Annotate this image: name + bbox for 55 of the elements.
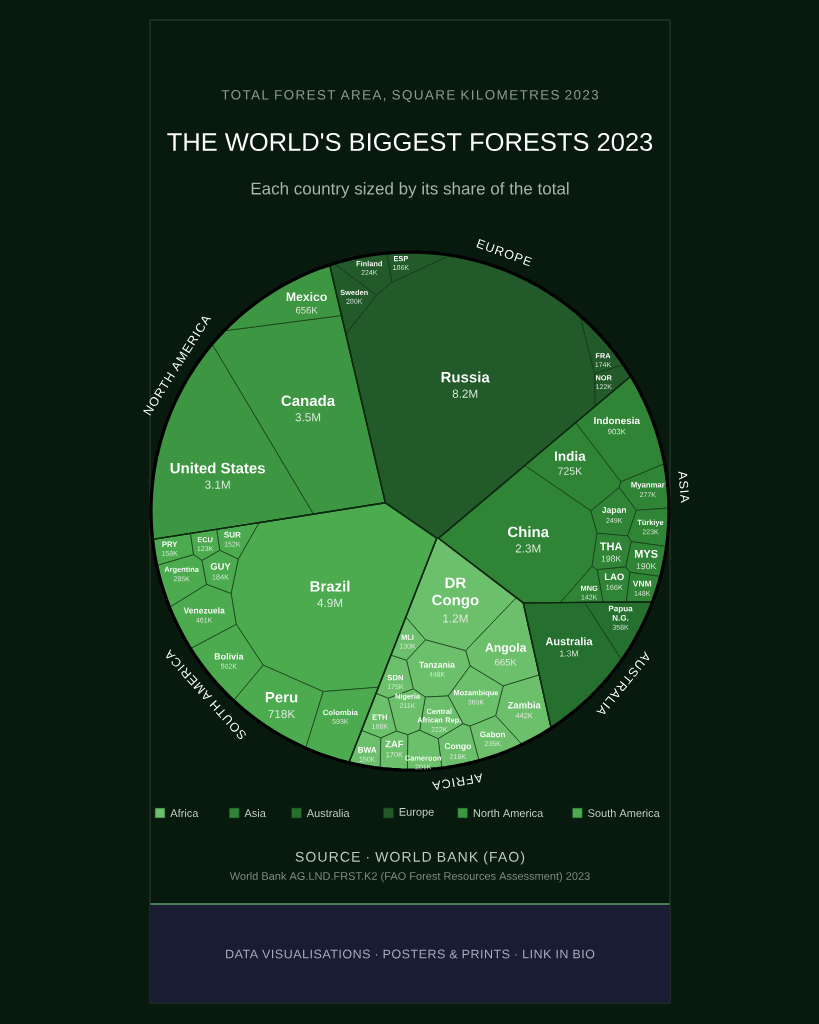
- data-label: 718K: [268, 709, 296, 719]
- legend-label: Australia: [306, 808, 350, 818]
- category-label: SUR: [224, 531, 241, 538]
- legend-label: North America: [473, 808, 544, 818]
- category-label: Australia: [545, 637, 593, 646]
- category-label: Canada: [281, 395, 336, 407]
- data-label: 190K: [636, 563, 657, 570]
- category-label: Russia: [441, 371, 490, 383]
- category-label: Gabon: [480, 731, 505, 738]
- data-label: 656K: [295, 306, 318, 314]
- legend-label: Europe: [399, 808, 434, 818]
- category-label: Tanzania: [419, 661, 455, 668]
- category-label: LAO: [604, 573, 624, 581]
- category-label: GUY: [210, 563, 231, 570]
- category-label: Zambia: [507, 701, 541, 709]
- category-label: Brazil: [310, 580, 350, 592]
- category-label: Mexico: [286, 292, 327, 302]
- data-label: 1.3M: [560, 650, 578, 657]
- category-label: Indonesia: [594, 416, 641, 425]
- legend-label: South America: [588, 808, 660, 818]
- category-label: BWA: [358, 747, 377, 753]
- text: TOTAL FOREST AREA, SQUARE KILOMETRES 2023: [221, 90, 599, 102]
- data-label: 665K: [495, 658, 517, 666]
- category-label: Peru: [265, 692, 298, 703]
- data-label: 3.5M: [295, 413, 321, 422]
- data-label: 4.9M: [317, 598, 343, 607]
- category-label: THA: [599, 542, 623, 551]
- data-label: 3.1M: [205, 480, 230, 489]
- category-label: United States: [170, 462, 265, 474]
- data-label: 8.2M: [452, 389, 478, 398]
- data-label: 1.2M: [443, 614, 468, 623]
- data-label: 198K: [601, 555, 622, 562]
- category-label: MYS: [634, 549, 658, 558]
- category-label: Congo: [444, 743, 472, 751]
- category-label: India: [555, 451, 586, 461]
- text: THE WORLD'S BIGGEST FORESTS 2023: [167, 132, 653, 152]
- text: DATA VISUALISATIONS · POSTERS & PRINTS · LINK IN BIO: [226, 949, 595, 959]
- legend-label: Africa: [170, 808, 199, 818]
- text: World Bank AG.LND.FRST.K2 (FAO Forest Resources Assessment) 2023: [229, 871, 590, 883]
- category-label: Venezuela: [183, 607, 225, 614]
- category-label: DR Congo: [432, 577, 479, 609]
- category-label: ZAF: [385, 740, 404, 748]
- category-label: Japan: [601, 506, 626, 515]
- category-label: Papua N.G.: [608, 605, 633, 621]
- text: AFRICA: [431, 773, 482, 790]
- source-note: SOURCE · WORLD BANK (FAO): [295, 851, 525, 865]
- data-label: 2.3M: [515, 544, 541, 553]
- data-label: 725K: [558, 467, 583, 475]
- category-label: VNM: [632, 580, 652, 587]
- category-label: Angola: [485, 642, 527, 655]
- category-label: China: [507, 526, 550, 538]
- text: ASIA: [678, 471, 690, 503]
- category-label: Bolivia: [214, 652, 244, 660]
- legend-label: Asia: [244, 808, 266, 818]
- text: Each country sized by its share of the total: [251, 182, 569, 198]
